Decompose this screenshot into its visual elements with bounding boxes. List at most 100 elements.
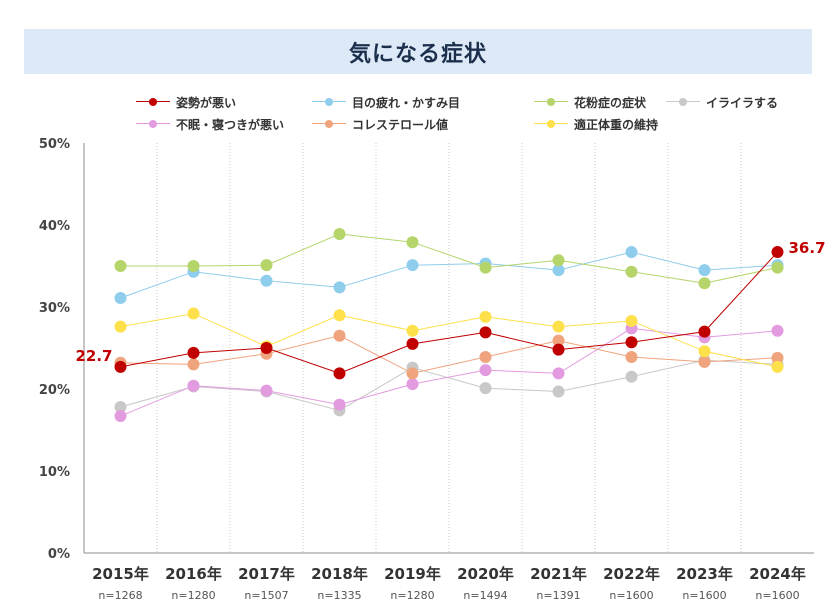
- data-point: [406, 259, 419, 272]
- data-point: [771, 324, 784, 337]
- legend-item: 姿勢が悪い: [136, 92, 236, 112]
- legend-swatch: [666, 96, 700, 108]
- data-point: [552, 343, 565, 356]
- data-point: [260, 274, 273, 287]
- y-tick-label: 0%: [48, 547, 70, 562]
- data-point: [260, 259, 273, 272]
- data-point: [698, 345, 711, 358]
- x-tick-label: 2020年: [457, 565, 514, 583]
- data-point: [406, 367, 419, 380]
- data-point: [187, 260, 200, 272]
- series-line: [120, 359, 778, 411]
- data-point: [625, 336, 638, 349]
- x-tick-label: 2024年: [749, 565, 806, 583]
- legend-swatch: [312, 118, 346, 130]
- sample-size-label: n=1494: [463, 589, 507, 602]
- x-tick-label: 2023年: [676, 565, 733, 583]
- data-point: [479, 326, 492, 339]
- series-line: [120, 335, 778, 374]
- data-point: [552, 367, 565, 380]
- sample-size-label: n=1391: [536, 589, 580, 602]
- chart-legend: 姿勢が悪い 目の疲れ・かすみ目 花粉症の症状 イライラする不眠・寝つきが悪い コレステロ…: [136, 92, 816, 136]
- data-point: [552, 385, 565, 398]
- data-point: [406, 337, 419, 350]
- x-tick-label: 2019年: [384, 565, 441, 583]
- data-point: [406, 324, 419, 337]
- data-point: [479, 310, 492, 323]
- legend-swatch: [312, 96, 346, 108]
- labels-group: 22.7 36.7: [75, 239, 825, 365]
- data-point: [771, 261, 784, 274]
- data-point: [114, 401, 127, 414]
- sample-size-label: n=1280: [390, 589, 434, 602]
- data-point: [698, 355, 711, 368]
- legend-label: 花粉症の症状: [574, 95, 647, 110]
- data-label: 36.7: [789, 239, 826, 257]
- grid-lines: [156, 143, 742, 553]
- legend-swatch: [534, 118, 568, 130]
- sample-size-label: n=1600: [682, 589, 726, 602]
- legend-item: コレステロール値: [312, 114, 448, 134]
- legend-item: 花粉症の症状: [534, 92, 646, 112]
- legend-swatch: [534, 96, 568, 108]
- sample-size-label: n=1335: [317, 589, 361, 602]
- data-point: [479, 261, 492, 274]
- data-point: [187, 379, 200, 392]
- data-point: [698, 264, 711, 277]
- x-tick-label: 2016年: [165, 565, 222, 583]
- series-line: [120, 313, 778, 368]
- legend-swatch: [136, 96, 170, 108]
- data-point: [187, 358, 200, 371]
- chart-title-bar: 気になる症状: [24, 29, 812, 74]
- series-line: [120, 327, 778, 417]
- data-point: [114, 291, 127, 304]
- legend-label: 姿勢が悪い: [176, 95, 237, 110]
- data-point: [771, 351, 784, 364]
- data-point: [114, 360, 127, 373]
- data-point: [625, 351, 638, 364]
- data-point: [333, 398, 346, 411]
- data-point: [187, 346, 200, 359]
- legend-item: 目の疲れ・かすみ目: [312, 92, 460, 112]
- data-point: [479, 382, 492, 395]
- legend-label: コレステロール値: [352, 117, 449, 132]
- series-line: [120, 251, 778, 374]
- sample-size-label: n=1600: [755, 589, 799, 602]
- data-point: [333, 309, 346, 322]
- data-point: [625, 265, 638, 278]
- x-tick-label: 2018年: [311, 565, 368, 583]
- data-point: [625, 370, 638, 383]
- x-tick-label: 2022年: [603, 565, 660, 583]
- data-point: [479, 364, 492, 377]
- data-point: [625, 246, 638, 259]
- data-point: [333, 329, 346, 342]
- x-tick-label: 2017年: [238, 565, 295, 583]
- legend-label: イライラする: [706, 95, 779, 110]
- data-point: [187, 307, 200, 320]
- y-tick-label: 30%: [39, 301, 70, 316]
- axes: 0% 10% 20% 30% 40% 50% 2015年 n=1268 2016年 n=1280 2…: [39, 137, 814, 602]
- y-tick-label: 50%: [39, 137, 70, 152]
- data-point: [260, 384, 273, 397]
- data-point: [552, 320, 565, 333]
- series-line: [120, 233, 778, 284]
- y-tick-label: 10%: [39, 465, 70, 480]
- legend-item: 適正体重の維持: [534, 114, 658, 134]
- x-tick-label: 2015年: [92, 565, 149, 583]
- data-point: [114, 410, 127, 423]
- data-point: [552, 264, 565, 277]
- data-point: [406, 236, 419, 249]
- legend-label: 目の疲れ・かすみ目: [352, 95, 461, 110]
- data-point: [406, 378, 419, 391]
- series-line: [120, 251, 778, 299]
- data-point: [333, 281, 346, 294]
- data-point: [625, 314, 638, 327]
- legend-label: 適正体重の維持: [574, 117, 659, 132]
- data-point: [333, 367, 346, 380]
- data-point: [333, 228, 346, 241]
- data-point: [771, 246, 784, 259]
- data-point: [552, 254, 565, 267]
- y-tick-label: 20%: [39, 383, 70, 398]
- legend-item: 不眠・寝つきが悪い: [136, 114, 284, 134]
